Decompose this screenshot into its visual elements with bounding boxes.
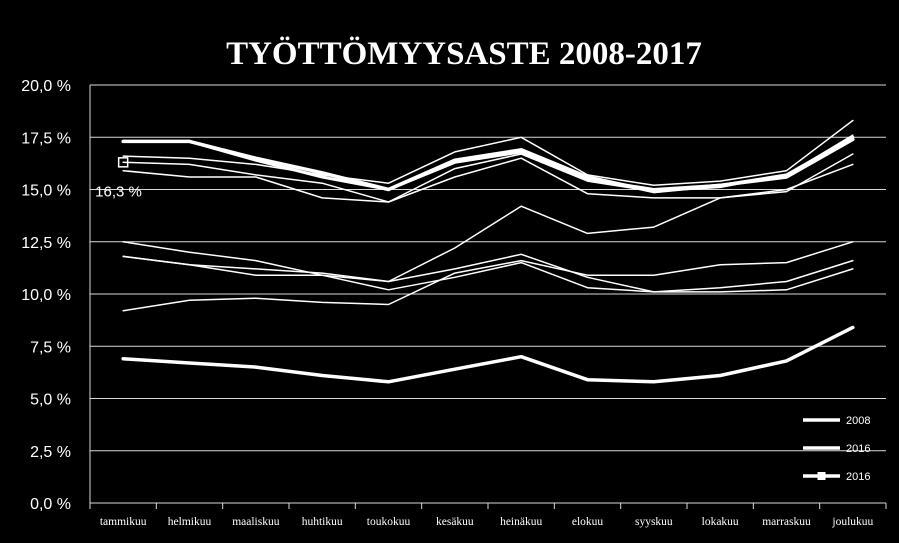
series-line-1 — [122, 241, 854, 312]
y-tick-label: 10,0 % — [21, 287, 71, 304]
annotation: 16,3 % — [95, 157, 142, 200]
x-tick-label: marraskuu — [762, 516, 811, 528]
series-line-2 — [122, 255, 854, 293]
y-tick-label: 12,5 % — [21, 235, 71, 252]
x-tick-label: tammikuu — [100, 516, 147, 528]
y-tick-label: 0,0 % — [30, 496, 71, 513]
x-tick-label: kesäkuu — [436, 516, 474, 528]
gridlines — [89, 84, 886, 504]
y-axis-ticks: 0,0 % 2,5 % 5,0 % 7,5 % 10,0 % 12,5 % 15,0 % 17… — [21, 78, 71, 513]
x-tick-label: elokuu — [572, 516, 604, 528]
y-tick-label: 15,0 % — [21, 183, 71, 200]
x-tick-label: joulukuu — [831, 516, 873, 528]
x-tick-label: maaliskuu — [232, 516, 280, 528]
annotation-marker — [117, 157, 129, 168]
series-line-6 — [122, 119, 854, 187]
x-tick-label: lokakuu — [702, 516, 739, 528]
legend-label: 2016 — [846, 471, 870, 483]
series-line-0 — [121, 325, 855, 384]
x-tick-label: heinäkuu — [500, 516, 542, 528]
annotation-label: 16,3 % — [95, 183, 142, 200]
legend-marker — [817, 472, 826, 480]
y-tick-label: 5,0 % — [30, 392, 71, 409]
x-tick-label: helmikuu — [168, 516, 212, 528]
series-lines — [121, 119, 855, 384]
series-line-9 — [121, 135, 855, 191]
legend-label: 2008 — [846, 415, 870, 427]
x-tick-label: huhtikuu — [302, 516, 343, 528]
legend: 2008 2016 2016 — [803, 415, 870, 483]
y-tick-label: 2,5 % — [30, 444, 71, 461]
x-tick-label: toukokuu — [367, 516, 411, 528]
series-line-5 — [122, 153, 854, 203]
y-tick-label: 17,5 % — [21, 130, 71, 147]
x-tick-label: syyskuu — [635, 516, 673, 528]
legend-label: 2016 — [846, 443, 870, 455]
series-line-3 — [122, 253, 854, 293]
y-tick-label: 20,0 % — [21, 78, 71, 95]
y-tick-label: 7,5 % — [30, 339, 71, 356]
x-axis-ticks: tammikuu helmikuu maaliskuu huhtikuu toukoku… — [89, 503, 887, 528]
chart-title: TYÖTTÖMYYSASTE 2008-2017 — [226, 35, 702, 72]
